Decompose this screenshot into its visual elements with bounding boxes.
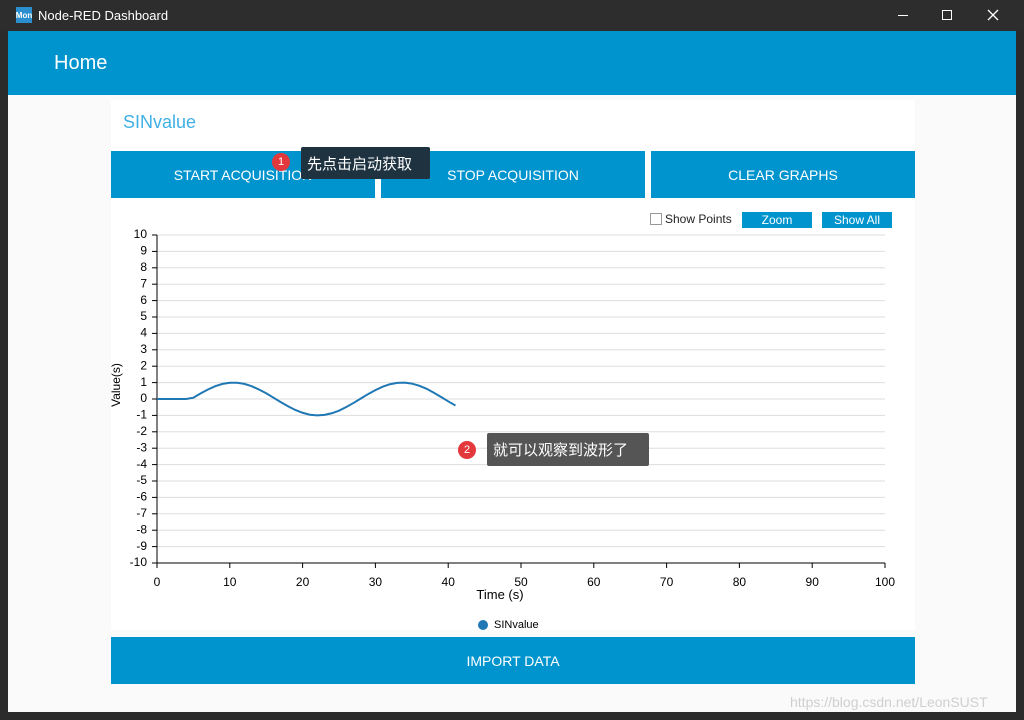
series-line — [157, 381, 456, 417]
header-title: Home — [54, 52, 108, 74]
x-tick-label: 10 — [223, 575, 237, 589]
annotation: 就可以观察到波形了 — [487, 433, 649, 466]
y-tick-label: -4 — [136, 457, 147, 471]
checkbox-label[interactable]: Show Points — [665, 212, 732, 226]
y-tick-label: -7 — [136, 506, 147, 520]
x-tick-label: 60 — [587, 575, 601, 589]
window-title: Node-RED Dashboard — [38, 8, 169, 23]
x-tick-label: 70 — [660, 575, 674, 589]
y-tick-label: -9 — [136, 539, 147, 553]
y-tick-label: 0 — [140, 391, 147, 405]
legend-label: SINvalue — [494, 619, 539, 631]
title-bar: Mon Node-RED Dashboard — [0, 0, 1024, 31]
x-tick-label: 0 — [154, 575, 161, 589]
x-tick-label: 20 — [296, 575, 310, 589]
maximize[interactable] — [942, 10, 952, 20]
header: Home — [8, 31, 1016, 95]
y-tick-label: -2 — [136, 424, 147, 438]
x-tick-label: 100 — [875, 575, 895, 589]
x-tick-label: 80 — [733, 575, 747, 589]
annotation-badge: 2 — [458, 441, 476, 459]
button[interactable]: CLEAR GRAPHS — [651, 151, 915, 198]
y-tick-label: -1 — [136, 408, 147, 422]
y-tick-label: -5 — [136, 473, 147, 487]
zoom-button[interactable]: Zoom — [742, 212, 812, 228]
y-tick-label: -3 — [136, 440, 147, 454]
legend-marker — [478, 620, 488, 630]
watermark: https://blog.csdn.net/LeonSUST — [790, 694, 988, 710]
y-tick-label: 10 — [134, 227, 148, 241]
y-tick-label: 4 — [140, 326, 147, 340]
y-tick-label: 1 — [140, 375, 147, 389]
x-tick-label: 40 — [442, 575, 456, 589]
y-tick-label: 9 — [140, 244, 147, 258]
x-tick-label: 90 — [806, 575, 820, 589]
y-tick-label: 5 — [140, 309, 147, 323]
app-icon: Mon — [16, 7, 32, 23]
annotation-badge: 1 — [272, 153, 290, 171]
minimize[interactable] — [898, 15, 908, 16]
show-all-button[interactable]: Show All — [822, 212, 892, 228]
y-axis-label: Value(s) — [111, 363, 123, 407]
x-tick-label: 30 — [369, 575, 383, 589]
y-tick-label: -10 — [130, 555, 148, 569]
y-tick-label: -6 — [136, 490, 147, 504]
y-tick-label: 6 — [140, 293, 147, 307]
import-button[interactable]: IMPORT DATA — [111, 637, 915, 684]
x-axis-label: Time (s) — [476, 587, 523, 602]
y-tick-label: -8 — [136, 522, 147, 536]
y-tick-label: 8 — [140, 260, 147, 274]
card-title: SINvalue — [123, 112, 197, 132]
y-tick-label: 7 — [140, 276, 147, 290]
checkbox[interactable] — [650, 213, 662, 225]
chart: Value(s) Time (s) -10-9-8-7-6-5-4-3-2-10… — [111, 227, 895, 631]
close[interactable] — [987, 9, 999, 21]
x-tick-label: 50 — [514, 575, 528, 589]
annotation: 先点击启动获取 — [301, 147, 430, 179]
y-tick-label: 3 — [140, 342, 147, 356]
y-tick-label: 2 — [140, 358, 147, 372]
